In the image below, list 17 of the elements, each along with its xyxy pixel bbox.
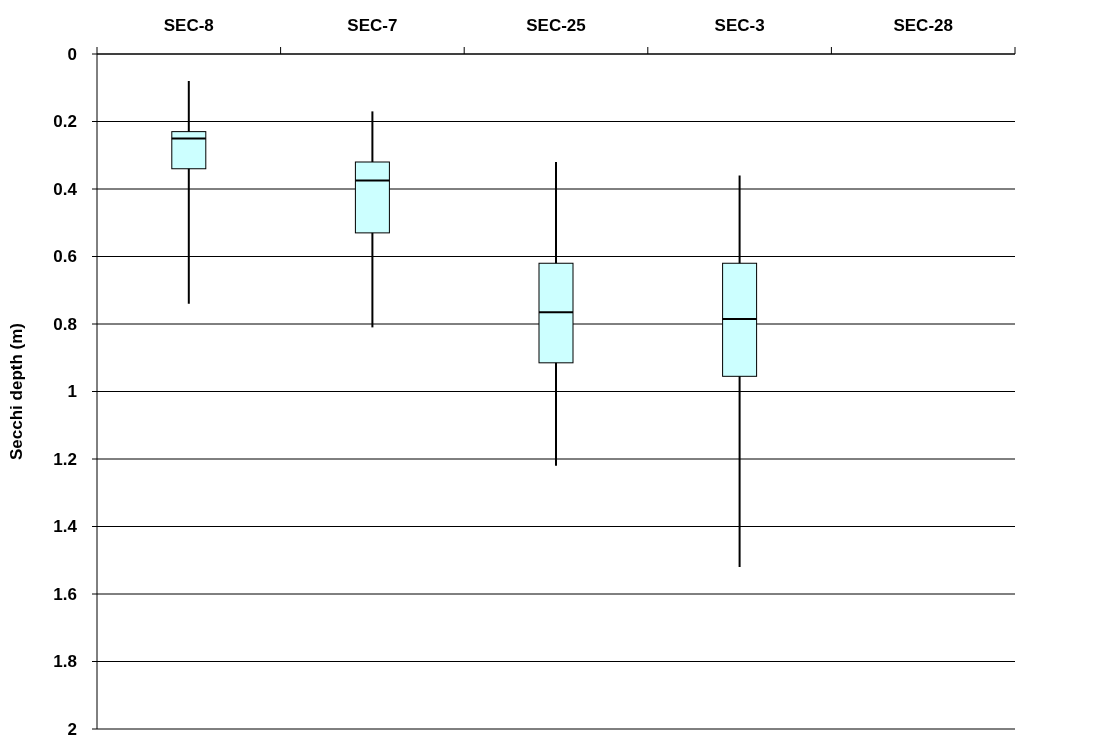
y-tick-label: 0.4 — [53, 179, 78, 199]
y-tick-label: 1 — [67, 382, 77, 402]
x-tick-label: SEC-3 — [714, 16, 765, 35]
x-tick-label: SEC-8 — [163, 16, 214, 35]
y-tick-label: 0 — [67, 44, 77, 64]
y-tick-label: 1.4 — [53, 517, 78, 537]
x-tick-label: SEC-28 — [893, 16, 953, 35]
x-tick-label: SEC-7 — [347, 16, 398, 35]
y-tick-label: 0.6 — [53, 247, 77, 267]
x-tick-label: SEC-25 — [526, 16, 586, 35]
y-tick-label: 1.2 — [53, 449, 77, 469]
y-tick-label: 1.6 — [53, 584, 77, 604]
y-tick-label: 0.8 — [53, 314, 77, 334]
y-tick-label: 1.8 — [53, 652, 77, 672]
y-axis-title: Secchi depth (m) — [7, 323, 26, 460]
y-tick-label: 0.2 — [53, 112, 77, 132]
y-tick-label: 2 — [67, 719, 77, 739]
